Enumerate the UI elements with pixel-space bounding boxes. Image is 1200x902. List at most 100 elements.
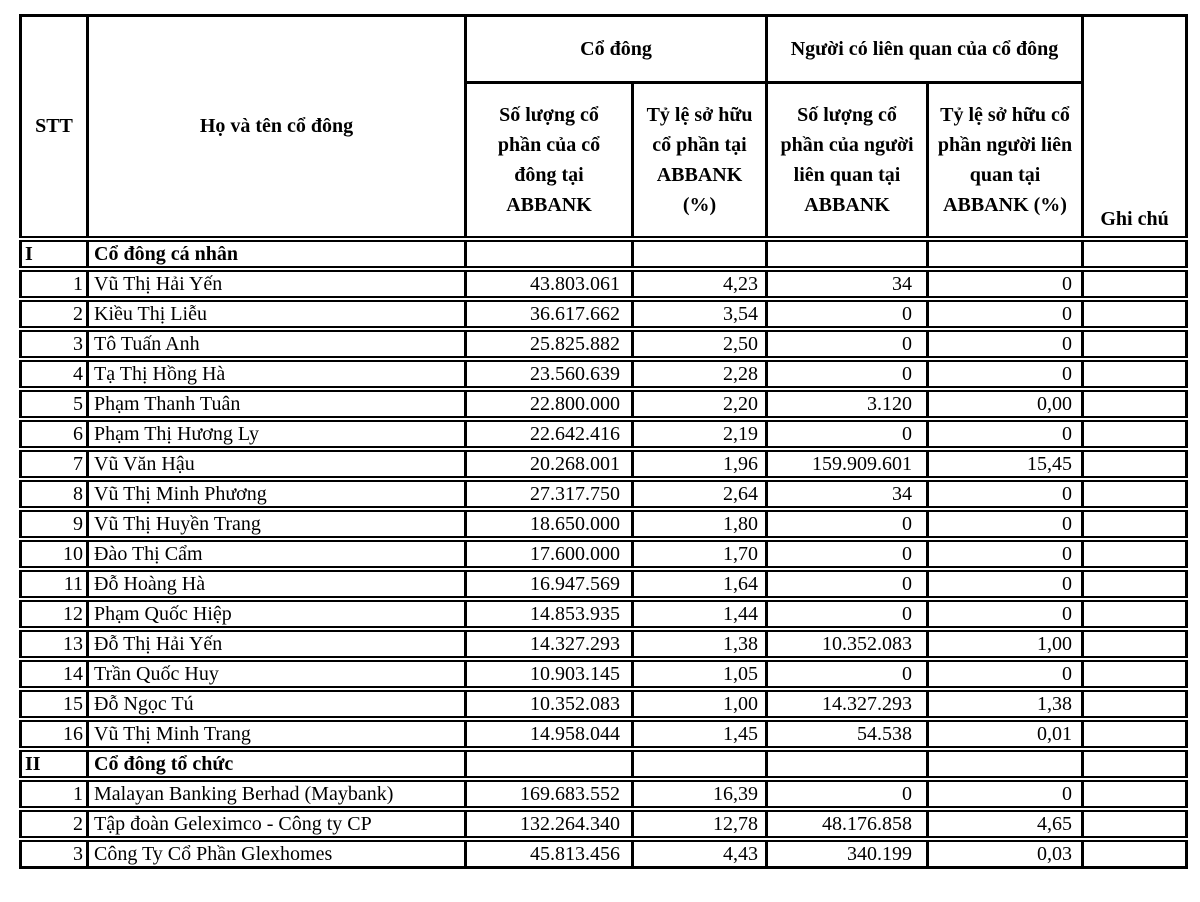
related-pct-cell: 0 <box>926 775 1085 812</box>
name-cell: Tập đoàn Geleximco - Công ty CP <box>86 805 467 842</box>
table-row: 7 Vũ Văn Hậu 20.268.001 1,96 159.909.601 15,4… <box>19 445 1189 482</box>
ownership-pct-cell: 2,64 <box>630 475 769 512</box>
related-pct-cell <box>926 235 1085 272</box>
table-row: 3 Tô Tuấn Anh 25.825.882 2,50 0 0 <box>19 325 1189 362</box>
name-cell: Đỗ Hoàng Hà <box>86 565 467 602</box>
name-cell: Đỗ Thị Hải Yến <box>86 625 467 662</box>
ownership-pct-cell <box>630 235 769 272</box>
table-row: 11 Đỗ Hoàng Hà 16.947.569 1,64 0 0 <box>19 565 1189 602</box>
header-group-related: Người có liên quan của cổ đông <box>765 14 1085 84</box>
header-related-shares-cell: Số lượng cổ phần của người liên quan tại… <box>765 81 930 240</box>
header-notes-cell: Ghi chú <box>1081 14 1189 240</box>
related-shares-cell: 3.120 <box>765 385 930 422</box>
shares-cell: 132.264.340 <box>464 805 634 842</box>
ownership-pct-cell: 2,28 <box>630 355 769 392</box>
note-cell <box>1081 805 1189 842</box>
name-cell: Tô Tuấn Anh <box>86 325 467 362</box>
shares-cell: 43.803.061 <box>464 265 634 302</box>
shares-cell: 27.317.750 <box>464 475 634 512</box>
ownership-pct-cell: 1,96 <box>630 445 769 482</box>
table-row: 14 Trần Quốc Huy 10.903.145 1,05 0 0 <box>19 655 1189 692</box>
related-shares-cell: 0 <box>765 295 930 332</box>
related-shares-cell: 0 <box>765 655 930 692</box>
note-cell <box>1081 655 1189 692</box>
ownership-pct-cell: 2,20 <box>630 385 769 422</box>
related-pct-cell: 0 <box>926 295 1085 332</box>
related-shares-cell: 0 <box>765 325 930 362</box>
note-cell <box>1081 715 1189 752</box>
note-cell <box>1081 625 1189 662</box>
name-cell: Phạm Thị Hương Ly <box>86 415 467 452</box>
related-pct-cell: 0 <box>926 655 1085 692</box>
stt-cell: 3 <box>19 325 89 362</box>
stt-cell: 11 <box>19 565 89 602</box>
related-shares-cell: 54.538 <box>765 715 930 752</box>
table-row: 3 Công Ty Cổ Phần Glexhomes 45.813.456 4,43… <box>19 835 1189 869</box>
related-shares-cell: 0 <box>765 595 930 632</box>
shares-cell: 25.825.882 <box>464 325 634 362</box>
related-shares-cell: 0 <box>765 535 930 572</box>
stt-cell: 2 <box>19 805 89 842</box>
name-cell: Công Ty Cổ Phần Glexhomes <box>86 835 467 869</box>
note-cell <box>1081 445 1189 482</box>
ownership-pct-cell: 1,45 <box>630 715 769 752</box>
shares-cell: 36.617.662 <box>464 295 634 332</box>
shares-cell: 17.600.000 <box>464 535 634 572</box>
name-cell: Đỗ Ngọc Tú <box>86 685 467 722</box>
related-pct-cell: 15,45 <box>926 445 1085 482</box>
header-related-pct-cell: Tỷ lệ sở hữu cổ phần người liên quan tại… <box>926 81 1085 240</box>
table-row: 5 Phạm Thanh Tuân 22.800.000 2,20 3.120 0,00 <box>19 385 1189 422</box>
related-pct-cell: 0,00 <box>926 385 1085 422</box>
stt-cell: 6 <box>19 415 89 452</box>
table-header: STT Họ và tên cổ đông Cổ đông Người có l… <box>19 14 1189 240</box>
name-cell: Vũ Thị Minh Trang <box>86 715 467 752</box>
name-cell: Phạm Thanh Tuân <box>86 385 467 422</box>
related-shares-cell: 14.327.293 <box>765 685 930 722</box>
name-cell: Trần Quốc Huy <box>86 655 467 692</box>
name-cell: Vũ Văn Hậu <box>86 445 467 482</box>
related-shares-cell: 34 <box>765 475 930 512</box>
header-ownership-pct-cell: Tỷ lệ sở hữu cổ phần tại ABBANK (%) <box>630 81 769 240</box>
shareholders-table: STT Họ và tên cổ đông Cổ đông Người có l… <box>19 14 1189 869</box>
ownership-pct-cell <box>630 745 769 782</box>
related-pct-cell: 0 <box>926 415 1085 452</box>
table-row: 1 Malayan Banking Berhad (Maybank) 169.683… <box>19 775 1189 812</box>
related-pct-cell: 0 <box>926 505 1085 542</box>
shares-cell: 10.352.083 <box>464 685 634 722</box>
header-sub-row: Số lượng cổ phần của cổ đông tại ABBANK … <box>21 81 1187 240</box>
related-shares-cell <box>765 745 930 782</box>
shares-cell: 16.947.569 <box>464 565 634 602</box>
related-pct-cell: 0 <box>926 535 1085 572</box>
header-stt-cell: STT <box>19 14 89 240</box>
note-cell <box>1081 775 1189 812</box>
stt-cell: 12 <box>19 595 89 632</box>
shares-cell: 45.813.456 <box>464 835 634 869</box>
name-cell: Malayan Banking Berhad (Maybank) <box>86 775 467 812</box>
related-shares-cell: 340.199 <box>765 835 930 869</box>
name-cell: Vũ Thị Minh Phương <box>86 475 467 512</box>
stt-cell: 14 <box>19 655 89 692</box>
ownership-pct-cell: 1,05 <box>630 655 769 692</box>
header-name-cell: Họ và tên cổ đông <box>86 14 467 240</box>
header-group-shareholder: Cổ đông <box>463 14 769 84</box>
related-pct-cell <box>926 745 1085 782</box>
related-shares-cell: 0 <box>765 775 930 812</box>
ownership-pct-cell: 1,80 <box>630 505 769 542</box>
name-cell: Phạm Quốc Hiệp <box>86 595 467 632</box>
ownership-pct-cell: 1,44 <box>630 595 769 632</box>
ownership-pct-cell: 4,43 <box>630 835 769 869</box>
stt-cell: 1 <box>19 775 89 812</box>
name-cell: Kiều Thị Liễu <box>86 295 467 332</box>
shares-cell: 23.560.639 <box>464 355 634 392</box>
note-cell <box>1081 475 1189 512</box>
note-cell <box>1081 535 1189 572</box>
related-pct-cell: 0 <box>926 355 1085 392</box>
shares-cell: 22.642.416 <box>464 415 634 452</box>
related-pct-cell: 0 <box>926 595 1085 632</box>
table-row: 13 Đỗ Thị Hải Yến 14.327.293 1,38 10.352.083… <box>19 625 1189 662</box>
note-cell <box>1081 385 1189 422</box>
related-pct-cell: 1,38 <box>926 685 1085 722</box>
section-title-cell: Cổ đông tổ chức <box>86 745 467 782</box>
related-pct-cell: 0 <box>926 565 1085 602</box>
stt-cell: 10 <box>19 535 89 572</box>
